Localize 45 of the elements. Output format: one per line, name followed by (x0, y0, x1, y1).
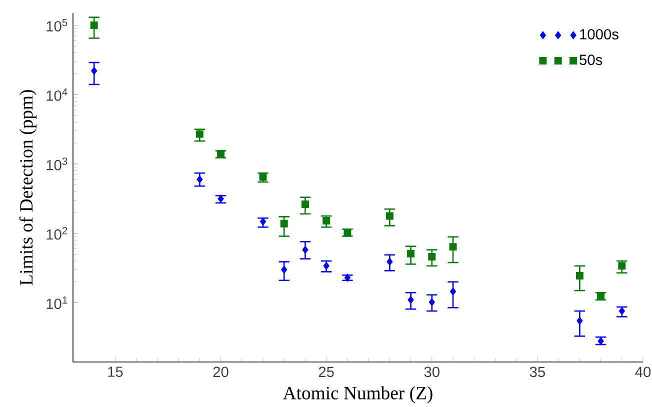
point (576, 272, 584, 280)
legend-label: 50s (580, 54, 602, 66)
point (323, 262, 330, 270)
legend-label: 1000s (580, 29, 618, 40)
point (449, 243, 457, 251)
y-tick-label: 10$^{5}$ (46, 18, 68, 32)
x-axis-title: Atomic Number (Z) (283, 386, 432, 404)
point (259, 173, 267, 181)
point (618, 262, 626, 270)
point (450, 288, 456, 296)
y-tick-label: 10$^{2}$ (46, 227, 68, 240)
point (428, 253, 436, 261)
x-tick-label: 20 (213, 366, 228, 378)
point (91, 67, 98, 75)
point (344, 228, 352, 236)
y-tick-label: 10$^{1}$ (46, 296, 68, 310)
x-tick-label: 15 (108, 366, 123, 377)
point (576, 317, 583, 325)
x-tick-label: 30 (424, 366, 440, 378)
y-axis-title: Limits of Detection (ppm) (19, 90, 36, 286)
x-tick-label: 25 (318, 366, 334, 378)
y-tick-label: 10$^{4}$ (46, 88, 68, 101)
point (302, 246, 308, 254)
x-tick-label: 35 (530, 366, 545, 378)
y-tick-label: 10$^{3}$ (46, 158, 68, 170)
point (428, 298, 435, 306)
point (618, 307, 625, 315)
point (218, 194, 224, 202)
point (598, 337, 604, 345)
point (597, 292, 605, 300)
point (386, 258, 393, 266)
point (196, 130, 204, 138)
point (260, 218, 266, 226)
point (196, 176, 203, 184)
point (281, 266, 288, 274)
point (322, 217, 330, 224)
point (217, 150, 225, 158)
point (408, 296, 414, 304)
point (407, 250, 415, 258)
point (280, 220, 288, 228)
x-tick-label: 40 (635, 366, 651, 378)
point (344, 274, 350, 282)
point (90, 21, 98, 29)
point (301, 200, 309, 208)
point (386, 212, 394, 220)
